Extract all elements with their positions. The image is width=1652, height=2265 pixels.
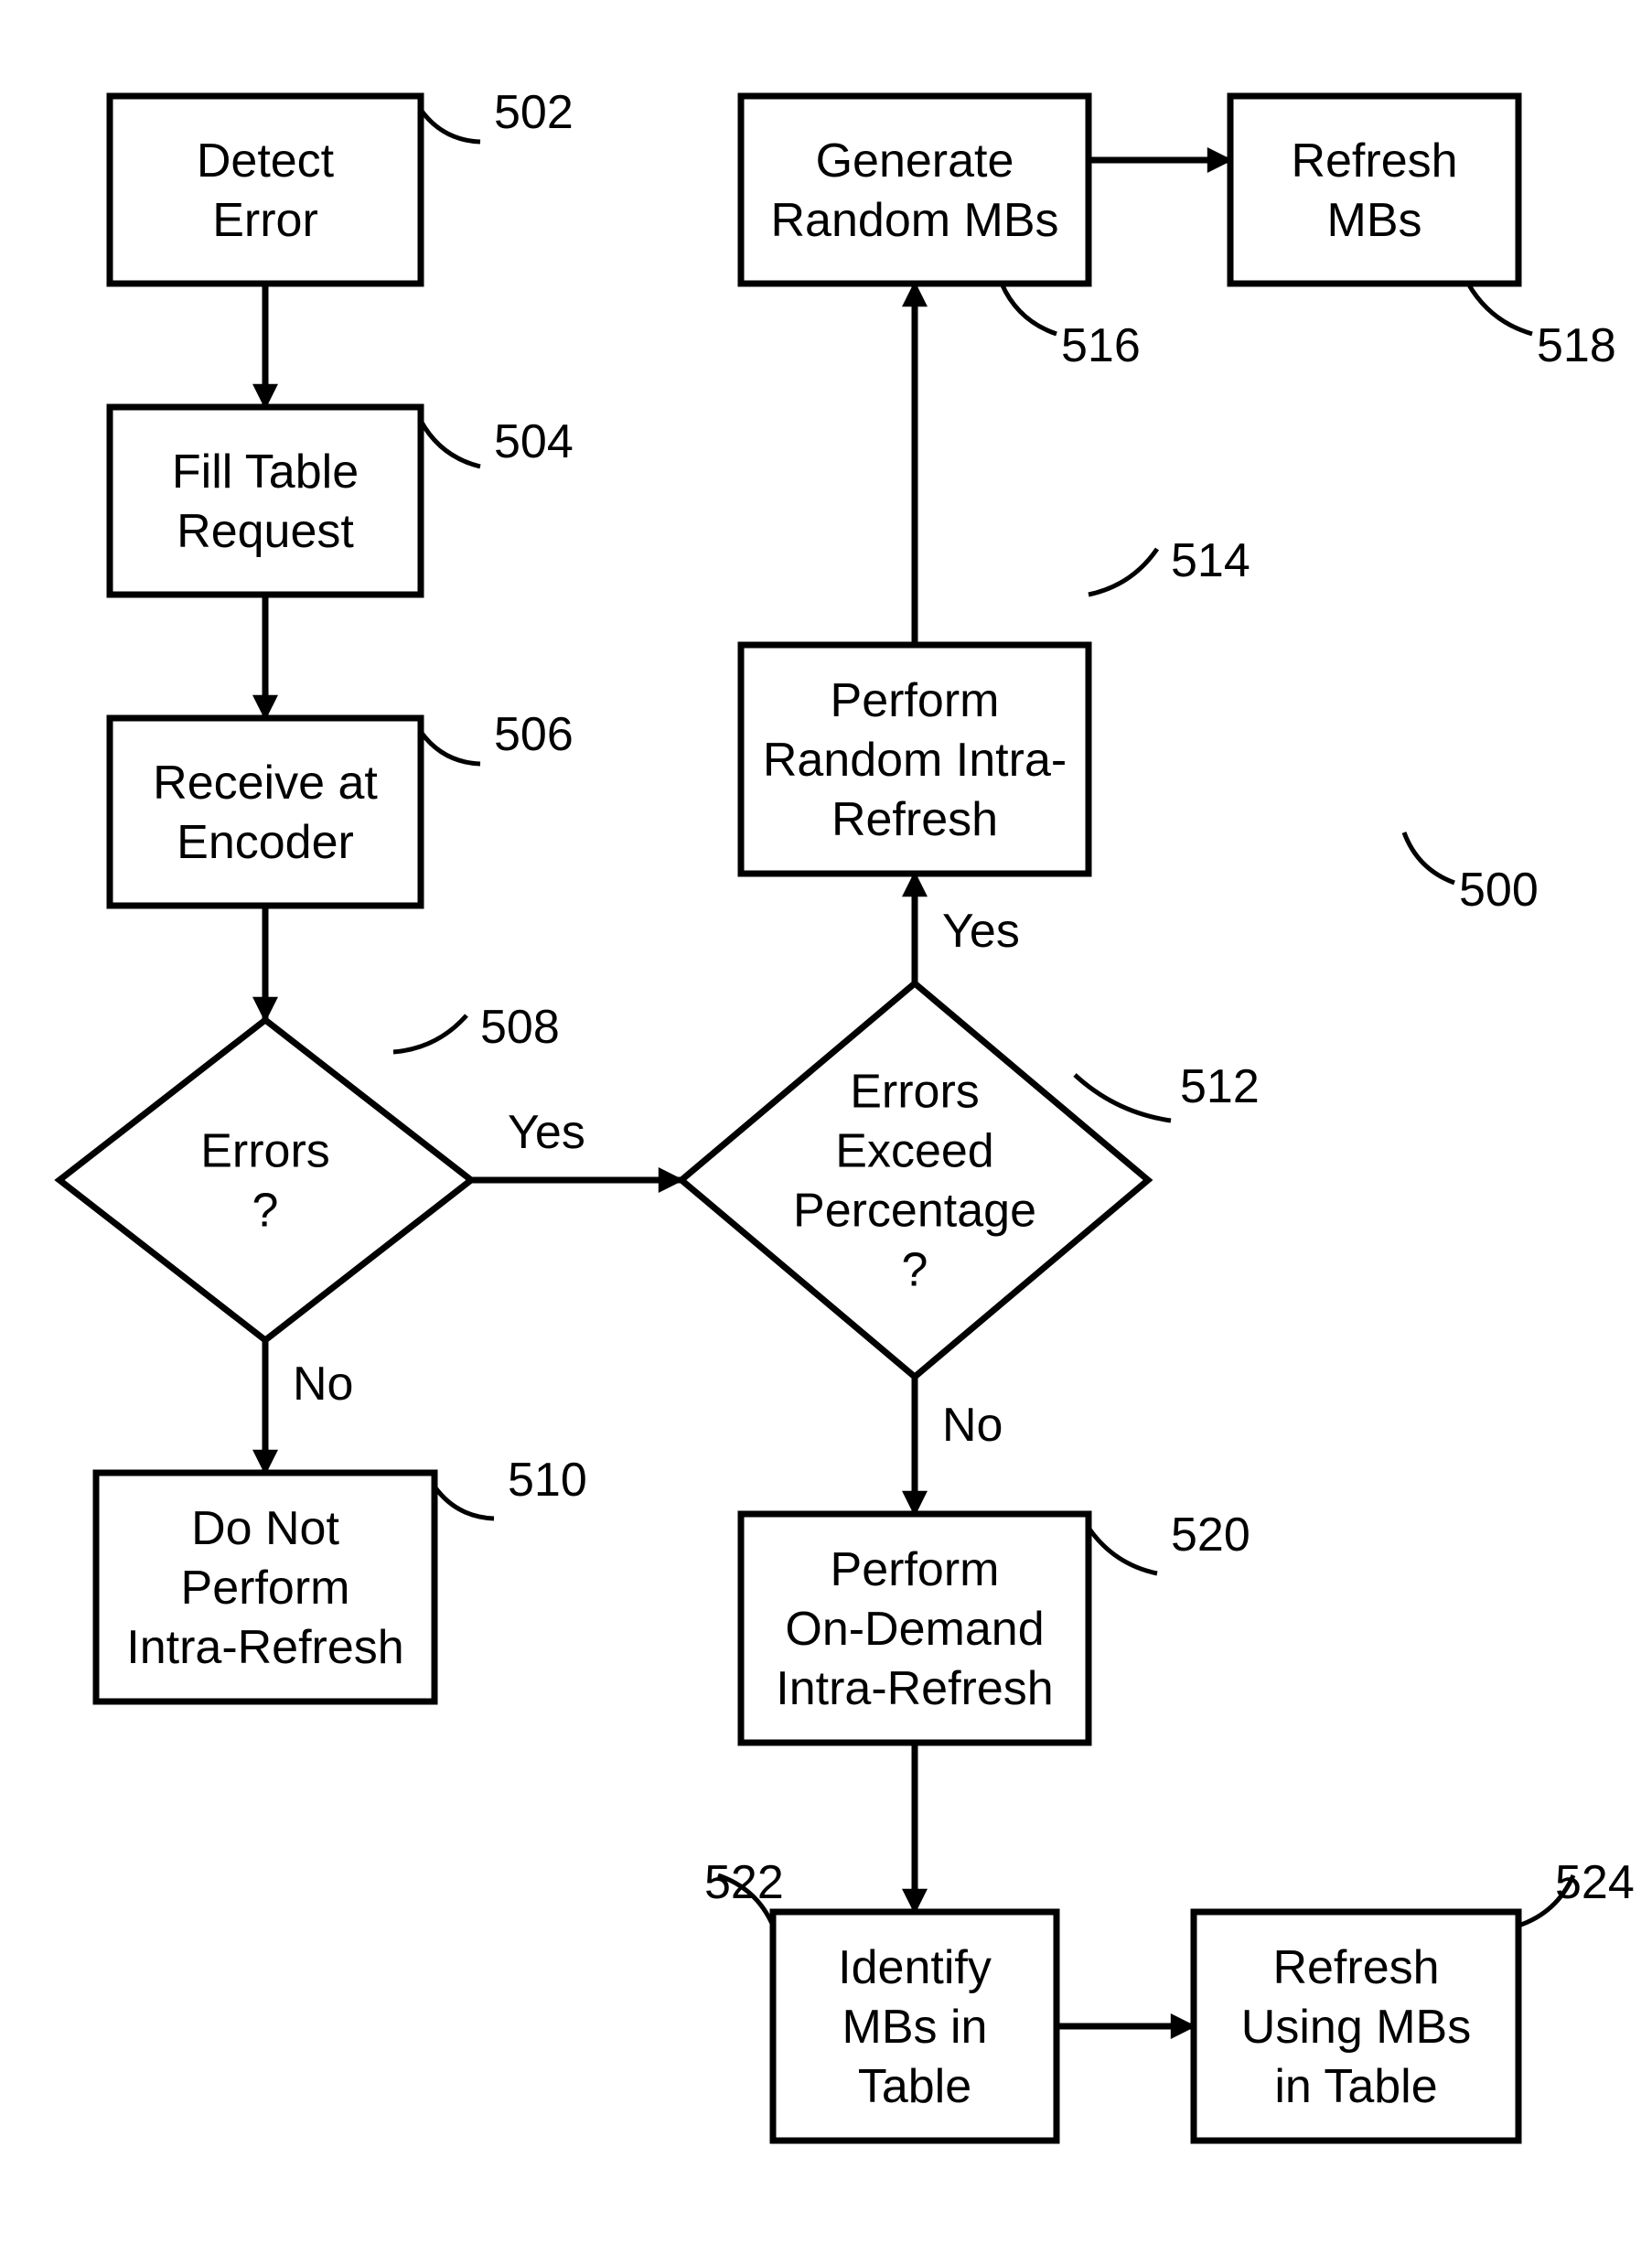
node-n520-line-0: Perform [831, 1543, 1000, 1596]
refnum-leader-520 [1089, 1528, 1157, 1573]
node-n508-line-1: ? [252, 1185, 279, 1238]
refnum-500: 500 [1459, 864, 1539, 917]
node-n510-line-2: Intra-Refresh [126, 1621, 403, 1674]
refnum-512: 512 [1180, 1060, 1260, 1113]
edge-label-n512-n520: No [942, 1399, 1003, 1452]
node-n510-line-0: Do Not [191, 1502, 339, 1555]
flowchart-diagram: No Yes No Yes Detect Error Fill Table Request Re… [0, 0, 1652, 2265]
node-n506: Receive at Encoder [110, 718, 421, 906]
node-n502-line-0: Detect [197, 134, 335, 188]
node-n504-line-0: Fill Table [172, 445, 359, 499]
node-n514-line-1: Random Intra- [763, 734, 1067, 787]
node-n518-line-0: Refresh [1291, 134, 1457, 188]
node-n506-line-1: Encoder [177, 816, 354, 869]
node-n508-line-0: Errors [200, 1125, 330, 1178]
node-n524-line-1: Using MBs [1241, 2001, 1471, 2054]
node-n522-line-2: Table [858, 2060, 971, 2113]
refnum-leader-504 [421, 421, 480, 467]
node-n512-line-1: Exceed [835, 1125, 993, 1178]
node-n514-line-2: Refresh [831, 793, 998, 846]
node-n504: Fill Table Request [110, 407, 421, 595]
refnum-504: 504 [494, 415, 574, 468]
node-n524-line-2: in Table [1274, 2060, 1437, 2113]
node-n502-line-1: Error [212, 194, 318, 247]
refnum-leader-500 [1404, 832, 1454, 883]
refnum-leader-518 [1468, 284, 1532, 334]
node-n516-line-0: Generate [816, 134, 1014, 188]
node-n514-line-0: Perform [831, 674, 1000, 727]
edge-label-n508-n510: No [293, 1358, 353, 1411]
refnum-506: 506 [494, 708, 574, 761]
node-n512-line-2: Percentage [793, 1185, 1036, 1238]
refnum-leader-514 [1089, 549, 1157, 595]
refnum-leader-512 [1075, 1075, 1171, 1121]
refnum-510: 510 [508, 1454, 587, 1507]
refnum-514: 514 [1171, 534, 1250, 587]
refnum-516: 516 [1061, 319, 1141, 372]
node-n504-line-1: Request [177, 505, 354, 558]
node-n516: Generate Random MBs [741, 96, 1089, 284]
node-n510: Do Not Perform Intra-Refresh [96, 1473, 434, 1701]
node-n522-line-0: Identify [838, 1941, 992, 1994]
node-n512: Errors Exceed Percentage? [681, 983, 1148, 1377]
node-n520: Perform On-Demand Intra-Refresh [741, 1514, 1089, 1743]
refnum-leader-502 [421, 110, 480, 142]
node-n520-line-2: Intra-Refresh [776, 1662, 1053, 1715]
node-n512-line-3: ? [902, 1244, 928, 1297]
refnum-leader-506 [421, 732, 480, 764]
node-n510-line-1: Perform [181, 1562, 350, 1615]
refnum-518: 518 [1537, 319, 1616, 372]
refnum-522: 522 [704, 1856, 784, 1909]
node-n522-line-1: MBs in [842, 2001, 988, 2054]
node-n518-line-1: MBs [1327, 194, 1422, 247]
node-n506-line-0: Receive at [153, 757, 378, 810]
node-n508: Errors? [59, 1020, 471, 1340]
edge-label-n508-n512: Yes [508, 1106, 585, 1159]
node-n502: Detect Error [110, 96, 421, 284]
node-n514: Perform Random Intra- Refresh [741, 645, 1089, 874]
refnum-leader-510 [434, 1487, 494, 1519]
refnum-520: 520 [1171, 1508, 1250, 1562]
refnum-leader-508 [393, 1015, 467, 1052]
node-n512-line-0: Errors [850, 1066, 980, 1119]
node-n524-line-0: Refresh [1272, 1941, 1439, 1994]
node-n516-line-1: Random MBs [771, 194, 1059, 247]
node-n522: Identify MBs in Table [773, 1912, 1057, 2141]
edge-label-n512-n514: Yes [942, 905, 1020, 958]
node-n524: Refresh Using MBs in Table [1194, 1912, 1518, 2141]
node-n520-line-1: On-Demand [785, 1603, 1044, 1656]
refnum-524: 524 [1555, 1856, 1635, 1909]
node-n518: Refresh MBs [1230, 96, 1518, 284]
refnum-502: 502 [494, 86, 574, 139]
refnum-508: 508 [480, 1001, 560, 1054]
refnum-leader-516 [1002, 284, 1057, 334]
